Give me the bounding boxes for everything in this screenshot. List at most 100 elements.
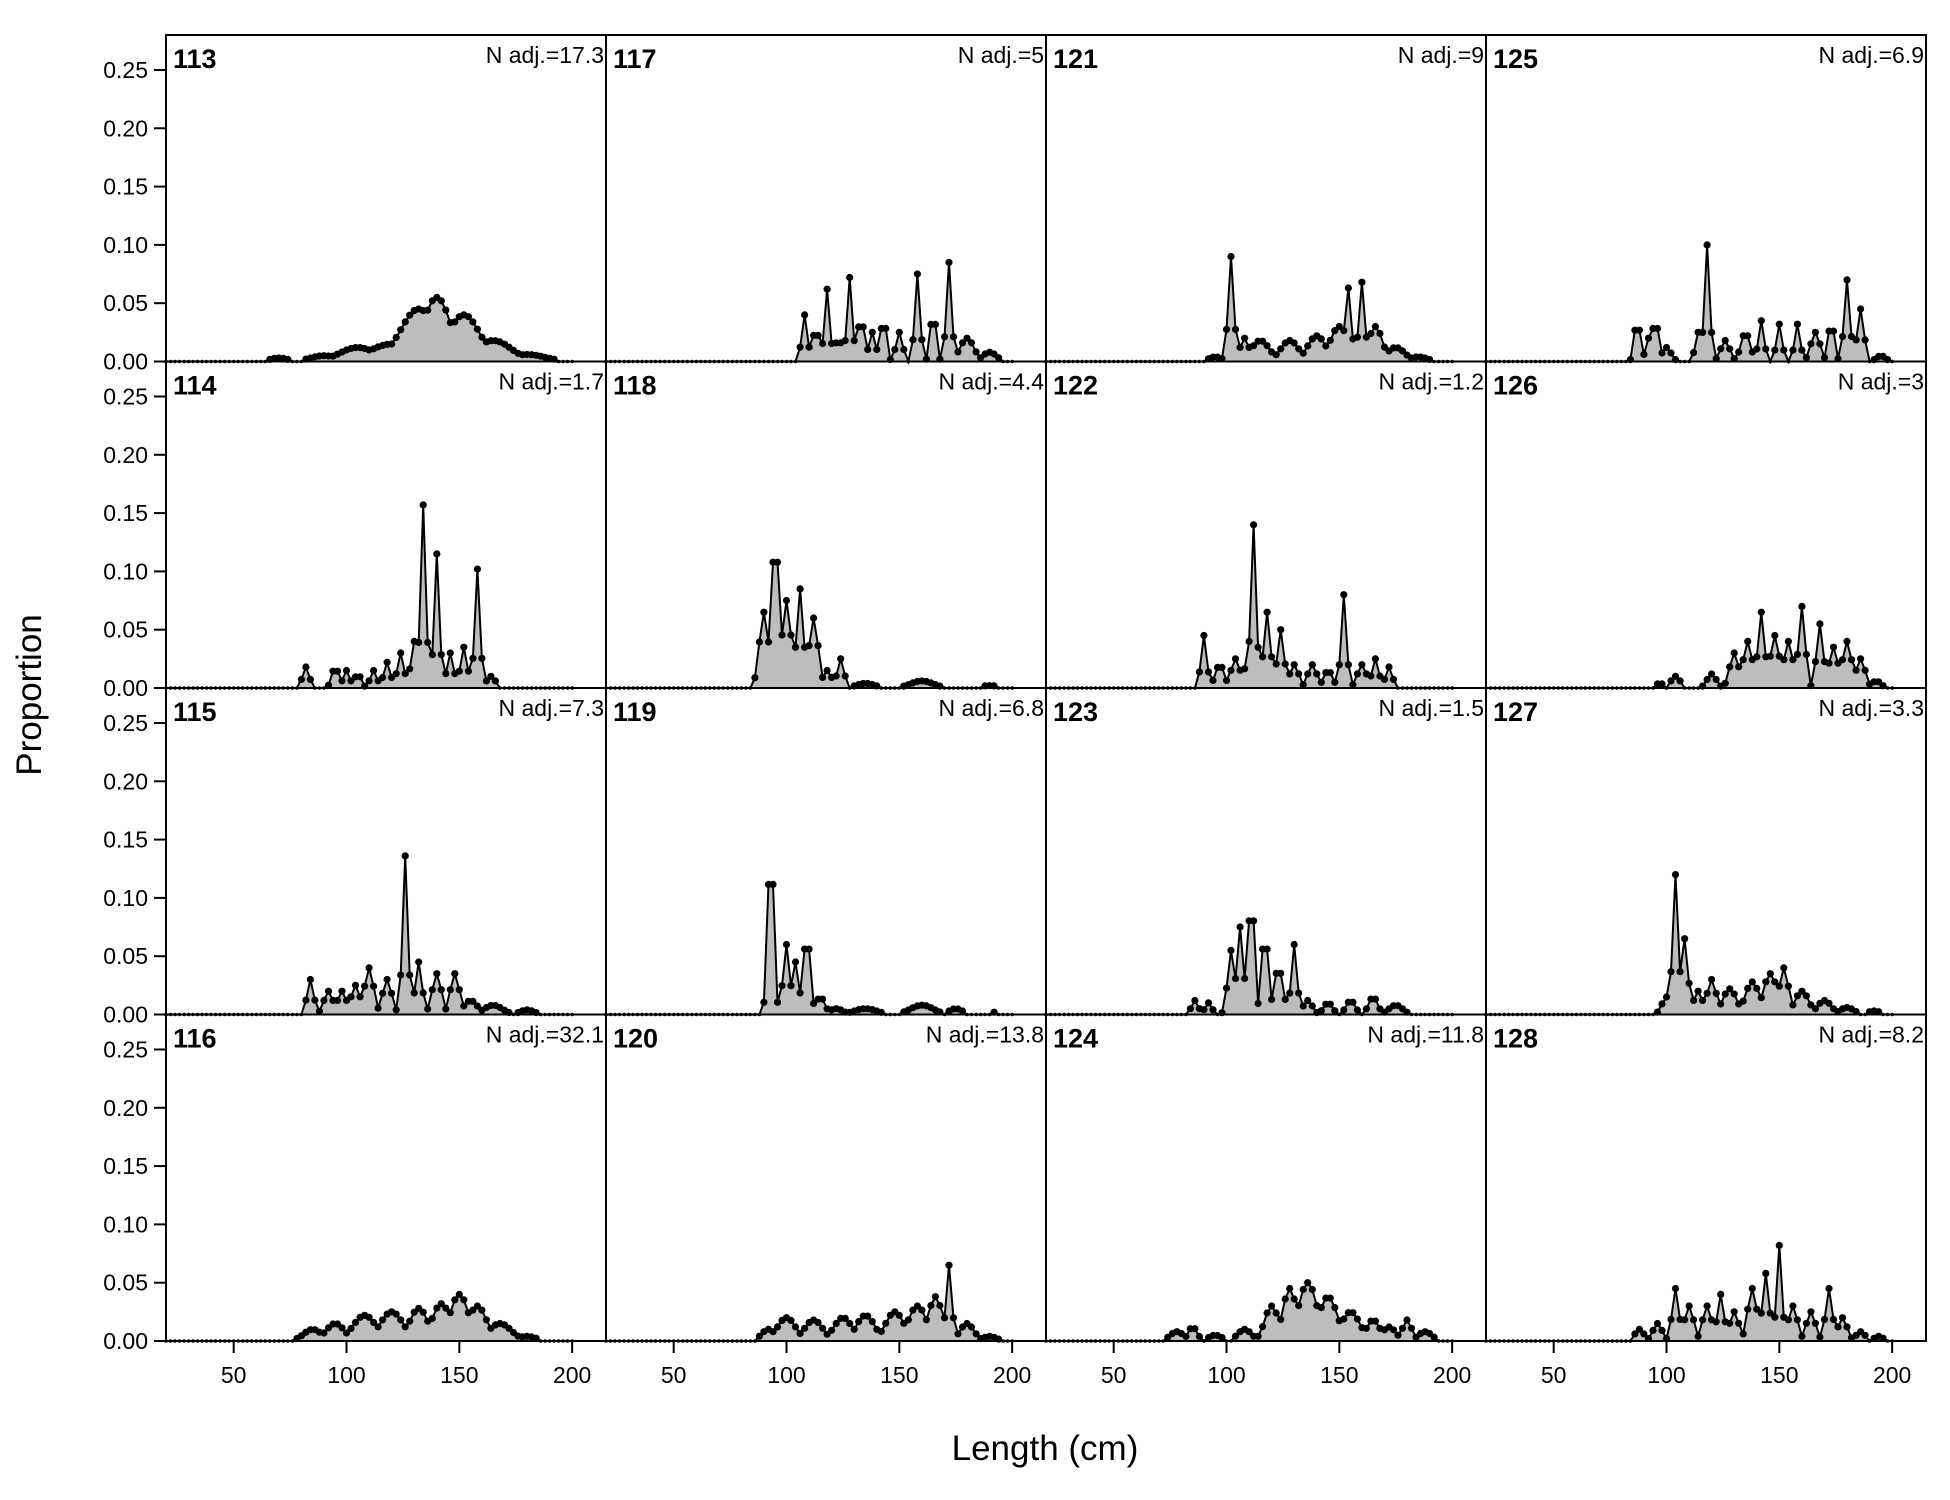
data-point — [1250, 917, 1258, 925]
panel-frame — [165, 360, 607, 689]
data-point — [370, 1318, 378, 1326]
data-point — [832, 1319, 840, 1327]
data-point — [424, 306, 432, 314]
panel-120: 120 N adj.=13.8 — [604, 1013, 1047, 1343]
data-point — [1358, 278, 1366, 286]
data-point — [769, 880, 777, 889]
data-point — [1245, 637, 1253, 646]
data-point — [1277, 345, 1285, 353]
data-point — [1798, 987, 1806, 995]
data-point — [796, 585, 804, 593]
data-point — [1784, 1316, 1792, 1324]
data-point — [1231, 655, 1240, 663]
data-point — [1703, 241, 1711, 249]
area-fill — [166, 297, 573, 362]
data-point — [778, 982, 786, 990]
data-point — [1825, 1284, 1833, 1293]
data-point — [1735, 663, 1743, 671]
panel-id-label: 121 — [1053, 44, 1098, 74]
data-point — [1671, 672, 1680, 680]
y-tick-label: 0.10 — [103, 232, 148, 258]
data-point — [913, 270, 922, 278]
data-point — [1771, 631, 1779, 640]
data-point — [1838, 332, 1847, 341]
data-point — [1780, 964, 1788, 972]
data-point — [1667, 677, 1675, 685]
data-point — [1857, 655, 1865, 663]
data-point — [1653, 324, 1662, 333]
area-fill — [606, 562, 1013, 688]
data-point — [1726, 1319, 1734, 1327]
series-line — [166, 504, 573, 689]
data-point — [482, 1316, 490, 1324]
panel-frame — [165, 34, 607, 363]
data-point — [1299, 681, 1307, 689]
data-point — [1344, 661, 1352, 669]
data-point — [379, 1316, 387, 1324]
data-point — [1721, 990, 1729, 998]
data-point — [837, 655, 845, 663]
y-tick-label: 0.15 — [103, 827, 148, 853]
area-fill — [606, 262, 1013, 362]
data-point — [1259, 337, 1267, 345]
data-point — [1775, 320, 1783, 328]
data-point — [949, 1314, 958, 1322]
data-point — [469, 318, 477, 326]
data-point — [1353, 1315, 1361, 1323]
data-point — [828, 1326, 836, 1334]
data-point — [846, 1319, 854, 1327]
data-point — [1671, 871, 1680, 879]
data-point — [855, 1318, 863, 1326]
data-point — [1259, 653, 1267, 661]
data-point — [478, 654, 486, 662]
panel-frame — [1045, 34, 1487, 363]
data-point — [859, 323, 867, 331]
data-point — [931, 320, 940, 328]
data-point — [868, 328, 876, 336]
data-point — [1690, 349, 1698, 357]
data-point — [1349, 1309, 1357, 1317]
data-point — [401, 318, 409, 326]
data-point — [1658, 680, 1666, 688]
data-point — [1762, 978, 1770, 986]
data-point — [1218, 663, 1226, 672]
data-point — [1317, 1304, 1325, 1312]
data-point — [1780, 656, 1788, 664]
data-point — [1843, 637, 1851, 646]
data-point — [464, 667, 472, 675]
data-point — [1811, 328, 1819, 336]
data-point — [446, 1309, 454, 1317]
panel-id-label: 115 — [173, 697, 217, 727]
panel-115: 115 N adj.=7.3 — [164, 687, 607, 1017]
x-tick-label: 100 — [1207, 1362, 1245, 1388]
data-point — [1712, 989, 1720, 997]
data-point — [1353, 1006, 1361, 1014]
data-point — [791, 958, 800, 966]
data-point — [1802, 354, 1810, 362]
data-point — [1653, 1319, 1662, 1328]
panel-id-label: 124 — [1053, 1024, 1098, 1054]
data-point — [505, 1324, 513, 1332]
x-tick-label: 200 — [553, 1362, 591, 1388]
data-point — [1735, 348, 1743, 356]
data-point — [1793, 650, 1801, 659]
data-point — [406, 665, 414, 673]
data-point — [814, 331, 822, 339]
data-point — [1326, 1000, 1334, 1008]
y-axis-title: Proportion — [10, 614, 49, 775]
data-point — [1676, 968, 1684, 976]
data-point — [406, 1317, 414, 1325]
area-fill — [1046, 256, 1453, 362]
data-point — [1340, 591, 1348, 599]
data-point — [1694, 1332, 1702, 1340]
data-point — [1717, 345, 1725, 353]
x-tick-label: 200 — [1433, 1362, 1471, 1388]
panel-n-adj-label: N adj.=5 — [958, 42, 1044, 68]
data-point — [388, 989, 396, 997]
y-tick-label: 0.20 — [103, 442, 148, 468]
data-point — [1286, 670, 1294, 678]
x-tick-label: 200 — [993, 1362, 1031, 1388]
y-tick-label: 0.20 — [103, 768, 148, 794]
data-point — [1703, 675, 1711, 684]
data-point — [333, 667, 342, 675]
